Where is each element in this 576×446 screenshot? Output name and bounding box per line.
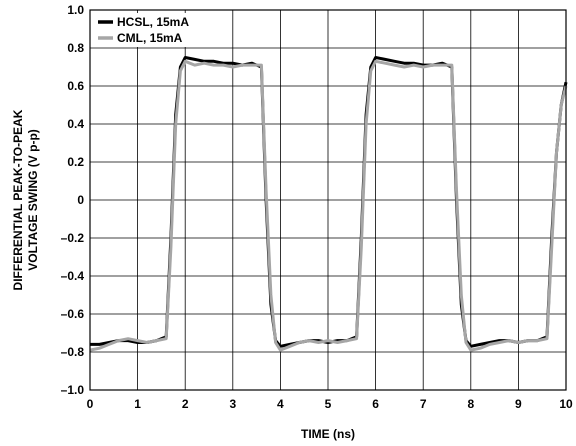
y-axis-label-line-1: DIFFERENTIAL PEAK-TO-PEAK xyxy=(11,109,25,290)
x-tick-label: 7 xyxy=(420,397,427,411)
y-tick-label: 0.8 xyxy=(67,41,84,55)
x-tick-label: 9 xyxy=(515,397,522,411)
y-tick-label: –1.0 xyxy=(61,383,85,397)
y-tick-label: –0.8 xyxy=(61,345,85,359)
x-axis-label: TIME (ns) xyxy=(301,427,355,441)
grid xyxy=(89,9,567,391)
y-tick-label: 1.0 xyxy=(67,3,84,17)
x-tick-label: 6 xyxy=(372,397,379,411)
y-tick-label: 0.6 xyxy=(67,79,84,93)
y-tick-label: –0.4 xyxy=(61,269,85,283)
legend-box xyxy=(94,13,222,47)
legend-label: CML, 15mA xyxy=(117,31,183,45)
x-tick-label: 2 xyxy=(182,397,189,411)
y-tick-label: –0.6 xyxy=(61,307,85,321)
x-tick-label: 10 xyxy=(559,397,573,411)
legend-label: HCSL, 15mA xyxy=(117,15,189,29)
y-tick-label: 0.2 xyxy=(67,155,84,169)
y-tick-label: 0 xyxy=(77,193,84,207)
y-tick-label: –0.2 xyxy=(61,231,85,245)
x-tick-label: 1 xyxy=(134,397,141,411)
ticks: 0 1 2 3 4 5 6 7 8 9 10 1.0 0.8 0.6 0.4 0.2 0 –0.2 –0.4 –0.6… xyxy=(61,3,573,411)
x-tick-label: 8 xyxy=(467,397,474,411)
legend: HCSL, 15mA CML, 15mA xyxy=(94,13,222,47)
y-tick-label: 0.4 xyxy=(67,117,84,131)
x-tick-label: 0 xyxy=(87,397,94,411)
y-axis-label: DIFFERENTIAL PEAK-TO-PEAK VOLTAGE SWING … xyxy=(11,109,40,290)
series-layer xyxy=(89,56,568,352)
x-tick-label: 3 xyxy=(229,397,236,411)
x-tick-label: 4 xyxy=(277,397,284,411)
series-line-cml xyxy=(89,59,568,352)
x-tick-label: 5 xyxy=(325,397,332,411)
y-axis-label-line-2: VOLTAGE SWING (V p-p) xyxy=(26,129,40,271)
plot-frame xyxy=(89,9,567,391)
